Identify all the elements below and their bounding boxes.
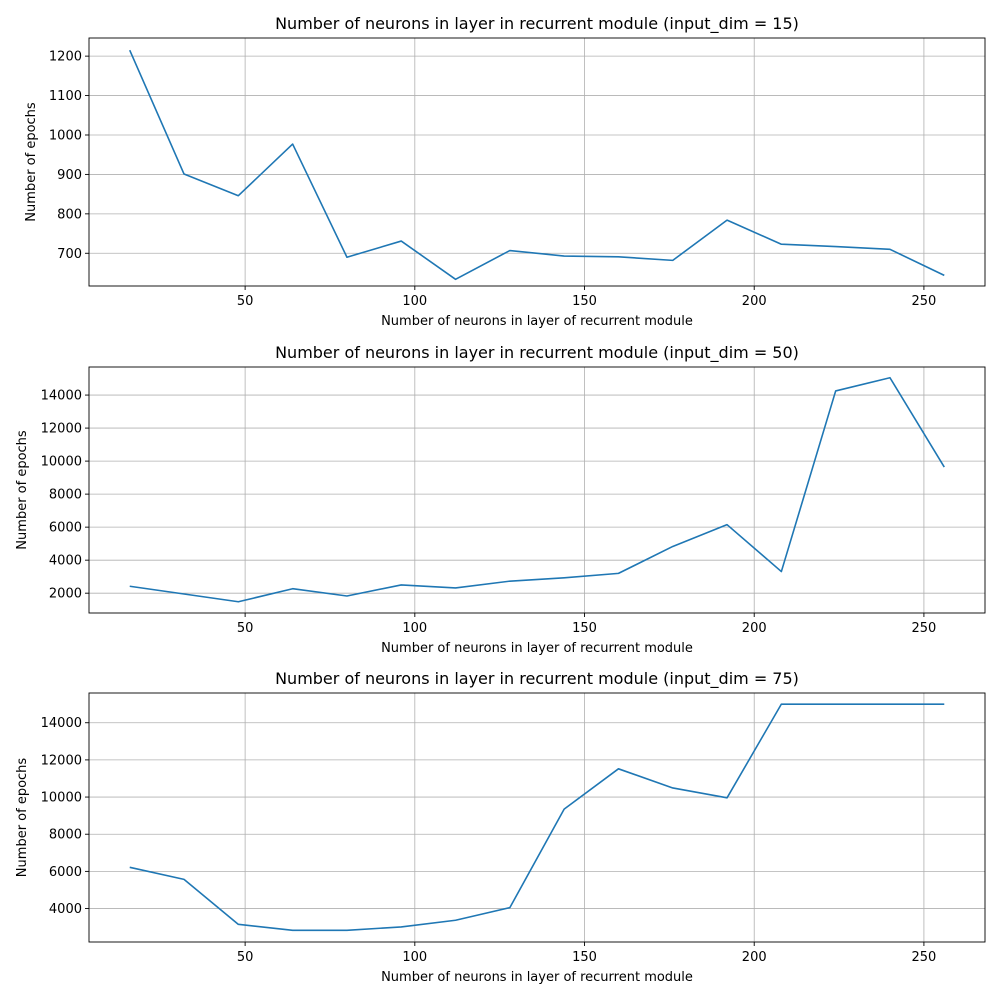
- y-tick-label: 800: [57, 207, 82, 222]
- x-tick-label: 200: [742, 621, 767, 636]
- y-tick-label: 4000: [49, 902, 82, 917]
- y-tick-label: 8000: [49, 488, 82, 503]
- x-tick-label: 150: [572, 621, 597, 636]
- y-tick-label: 1000: [49, 128, 82, 143]
- x-axis-label: Number of neurons in layer of recurrent …: [381, 641, 693, 656]
- series-line: [128, 49, 945, 281]
- x-axis-label: Number of neurons in layer of recurrent …: [381, 314, 693, 329]
- x-tick-label: 150: [572, 294, 597, 309]
- y-tick-label: 2000: [49, 587, 82, 602]
- y-tick-label: 10000: [41, 455, 82, 470]
- y-tick-label: 6000: [49, 521, 82, 536]
- series-line: [129, 376, 945, 603]
- chart-panel-3: 50 100 150 200 250 4000 6000 8000 10000 12000 1400…: [15, 669, 986, 985]
- y-tick-label: 1200: [49, 50, 82, 65]
- y-tick-label: 6000: [49, 865, 82, 880]
- y-tick-label: 8000: [49, 828, 82, 843]
- chart-title: Number of neurons in layer in recurrent …: [275, 669, 799, 689]
- x-tick-label: 150: [572, 950, 597, 965]
- x-axis-label: Number of neurons in layer of recurrent …: [381, 970, 693, 985]
- y-axis-label: Number of epochs: [15, 430, 30, 550]
- x-tick-label: 50: [237, 950, 254, 965]
- y-axis-label: Number of epochs: [15, 758, 30, 878]
- y-tick-label: 12000: [41, 422, 82, 437]
- chart-panel-2: 50 100 150 200 250 2000 4000 6000 8000 10000 12000…: [15, 343, 986, 656]
- y-axis-label: Number of epochs: [24, 102, 39, 222]
- chart-title: Number of neurons in layer in recurrent …: [275, 343, 799, 363]
- chart-title: Number of neurons in layer in recurrent …: [275, 14, 799, 34]
- y-tick-label: 12000: [41, 753, 82, 768]
- x-tick-label: 250: [911, 621, 936, 636]
- y-tick-label: 14000: [41, 716, 82, 731]
- series-line: [129, 703, 945, 932]
- plot-frame: [88, 366, 986, 614]
- x-tick-label: 250: [911, 294, 936, 309]
- y-tick-label: 4000: [49, 554, 82, 569]
- plot-frame: [88, 692, 986, 943]
- y-tick-label: 1100: [49, 89, 82, 104]
- x-tick-label: 200: [742, 294, 767, 309]
- x-tick-label: 50: [237, 621, 254, 636]
- x-tick-label: 100: [402, 294, 427, 309]
- y-tick-label: 14000: [41, 389, 82, 404]
- plot-frame: [88, 37, 986, 287]
- x-tick-label: 200: [742, 950, 767, 965]
- x-tick-label: 100: [402, 621, 427, 636]
- x-tick-label: 100: [402, 950, 427, 965]
- y-tick-label: 10000: [41, 791, 82, 806]
- y-tick-label: 900: [57, 168, 82, 183]
- x-tick-label: 250: [911, 950, 936, 965]
- y-tick-label: 700: [57, 247, 82, 262]
- chart-panel-1: 50 100 150 200 250 700 800 900 1000 1100 1200 Numbe…: [24, 14, 986, 329]
- x-tick-label: 50: [237, 294, 254, 309]
